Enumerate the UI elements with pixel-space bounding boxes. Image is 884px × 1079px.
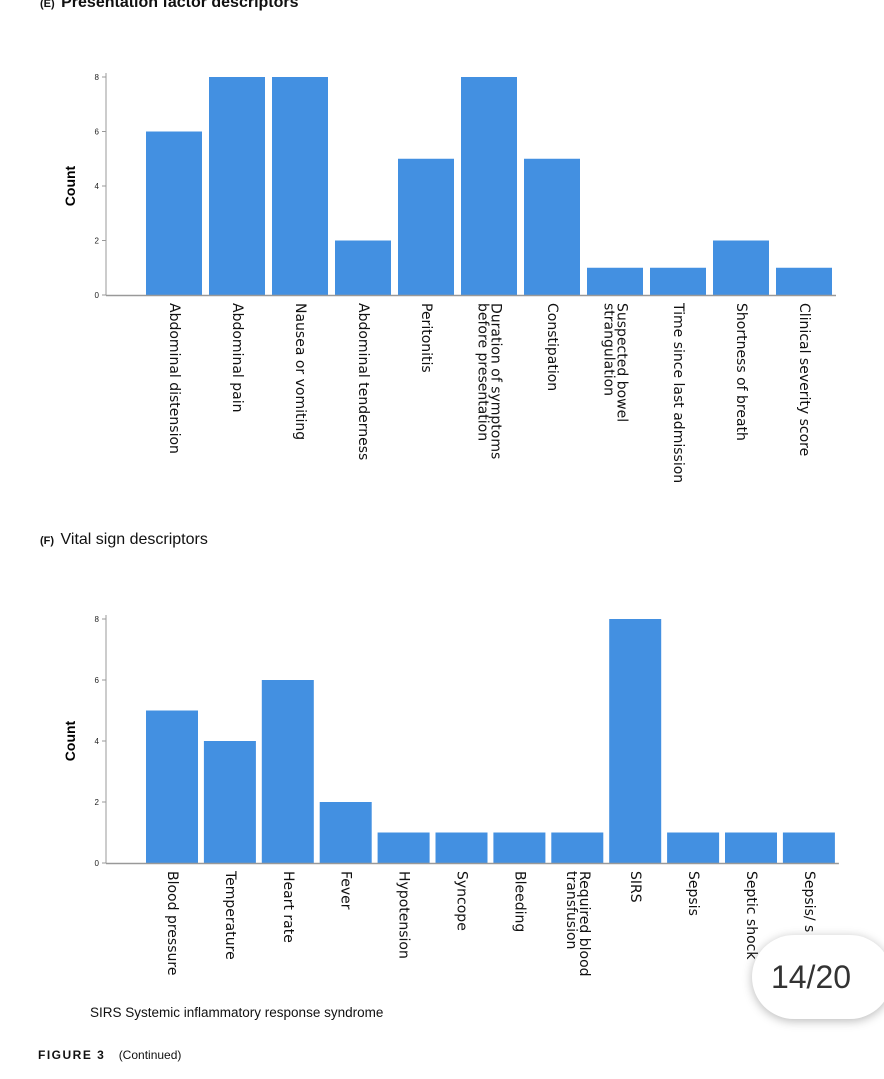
x-tick-label: Septic shock (743, 871, 759, 960)
x-tick-label: SIRS (627, 871, 643, 903)
x-tick-label: Fever (338, 871, 354, 910)
y-tick-label: 0 (95, 291, 100, 300)
bar (725, 832, 777, 863)
y-tick-label: 4 (95, 737, 100, 746)
bar (650, 267, 706, 295)
bar (524, 158, 580, 295)
x-tick-label: Shortness of breath (733, 303, 749, 441)
x-tick-label: Time since last admission (670, 302, 686, 483)
y-tick-label: 0 (95, 859, 100, 868)
bar (435, 832, 488, 863)
x-tick-label: Required blood (576, 871, 592, 977)
x-tick-label: Abdominal pain (229, 303, 245, 412)
y-tick-label: 4 (95, 182, 100, 191)
x-tick-label: transfusion (563, 871, 579, 949)
x-tick-label: Duration of symptoms (488, 303, 504, 459)
y-axis-label: Count (62, 720, 78, 761)
y-tick-label: 8 (95, 615, 100, 624)
bar (609, 619, 662, 863)
chart-vital-signs: 0 2 4 6 8 Count Blood pressure Temperature Heart… (62, 615, 839, 977)
x-tick-label: Clinical severity score (796, 303, 812, 456)
chart-presentation-factors: 0 2 4 6 8 Count Abdominal distension Abdominal … (62, 73, 836, 483)
x-tick-label: Temperature (222, 870, 238, 960)
bar (319, 802, 372, 863)
y-tick-label: 6 (95, 128, 100, 137)
x-tick-label: Peritonitis (418, 303, 434, 373)
panel-f-title: (F) Vital sign descriptors (40, 531, 208, 549)
x-tick-label: Abdominal distension (166, 303, 182, 454)
x-tick-label: before presentation (475, 303, 491, 441)
x-tick-label: Nausea or vomiting (292, 303, 308, 440)
bar (209, 77, 265, 295)
bar (587, 267, 643, 295)
panel-e-title-text: Presentation factor descriptors (61, 0, 299, 11)
x-tick-label: Sepsis (685, 871, 701, 916)
bar (782, 832, 835, 863)
bar (713, 240, 769, 295)
bar (377, 832, 430, 863)
x-tick-label: Constipation (544, 303, 560, 391)
x-tick-label: strangulation (601, 303, 617, 396)
bar (272, 77, 328, 295)
bar (146, 131, 202, 295)
x-tick-label: Abdominal tenderness (355, 303, 371, 460)
bar (335, 240, 391, 295)
panel-e-tag: (E) (40, 0, 55, 10)
y-tick-label: 8 (95, 73, 100, 82)
x-tick-label: Hypotension (396, 871, 412, 959)
figure-caption: FIGURE 3 (Continued) (38, 1048, 181, 1062)
bar (551, 832, 604, 863)
x-tick-label: Heart rate (280, 871, 296, 943)
page-indicator: 14/20 (752, 935, 884, 1019)
figure-continued: (Continued) (118, 1048, 182, 1062)
x-tick-label: Sepsis/ s (801, 871, 817, 932)
y-axis-label: Count (62, 165, 78, 206)
bar (461, 77, 517, 295)
bar (146, 710, 198, 863)
figure-label: FIGURE 3 (38, 1048, 106, 1062)
y-tick-label: 2 (95, 237, 100, 246)
panel-e-title: (E) Presentation factor descriptors (40, 0, 299, 12)
bar (667, 832, 720, 863)
bar (261, 680, 314, 863)
panel-f-tag: (F) (40, 535, 55, 547)
bar (398, 158, 454, 295)
x-tick-label: Syncope (454, 871, 470, 931)
panel-f-title-text: Vital sign descriptors (60, 531, 208, 548)
bar (776, 267, 832, 295)
bar (203, 741, 256, 863)
x-tick-label: Bleeding (511, 871, 527, 932)
y-tick-label: 6 (95, 676, 100, 685)
footnote: SIRS Systemic inflammatory response synd… (90, 1005, 384, 1020)
y-tick-label: 2 (95, 798, 100, 807)
x-tick-label: Suspected bowel (614, 303, 630, 422)
bar (493, 832, 546, 863)
x-tick-label: Blood pressure (164, 871, 180, 975)
